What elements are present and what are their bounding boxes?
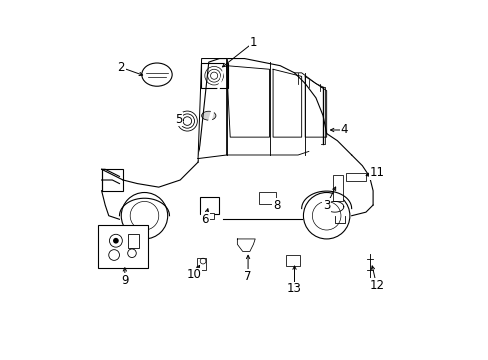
Bar [200,63,227,88]
Circle shape [113,238,119,244]
Circle shape [303,193,349,239]
Text: 13: 13 [286,283,301,296]
Bar [332,175,343,202]
Text: 3: 3 [322,198,330,212]
Text: 12: 12 [368,279,384,292]
Circle shape [121,193,167,239]
Text: 6: 6 [201,213,208,226]
Bar [98,225,148,267]
Bar [128,234,139,248]
Text: 4: 4 [340,123,347,136]
Text: 1: 1 [249,36,257,49]
Bar [205,213,214,219]
Bar [197,257,205,270]
Text: 10: 10 [186,268,201,281]
Bar [346,173,365,181]
Text: 8: 8 [272,198,280,212]
Text: 2: 2 [117,61,125,74]
Bar [258,192,275,203]
Bar [285,255,299,266]
Ellipse shape [201,111,216,120]
Text: 11: 11 [368,166,384,179]
Polygon shape [198,59,226,158]
Text: 7: 7 [244,270,251,283]
Bar [200,197,219,214]
Text: 9: 9 [121,274,128,287]
Polygon shape [237,239,255,251]
Ellipse shape [142,63,172,86]
Bar [102,169,123,191]
Text: 5: 5 [174,113,182,126]
